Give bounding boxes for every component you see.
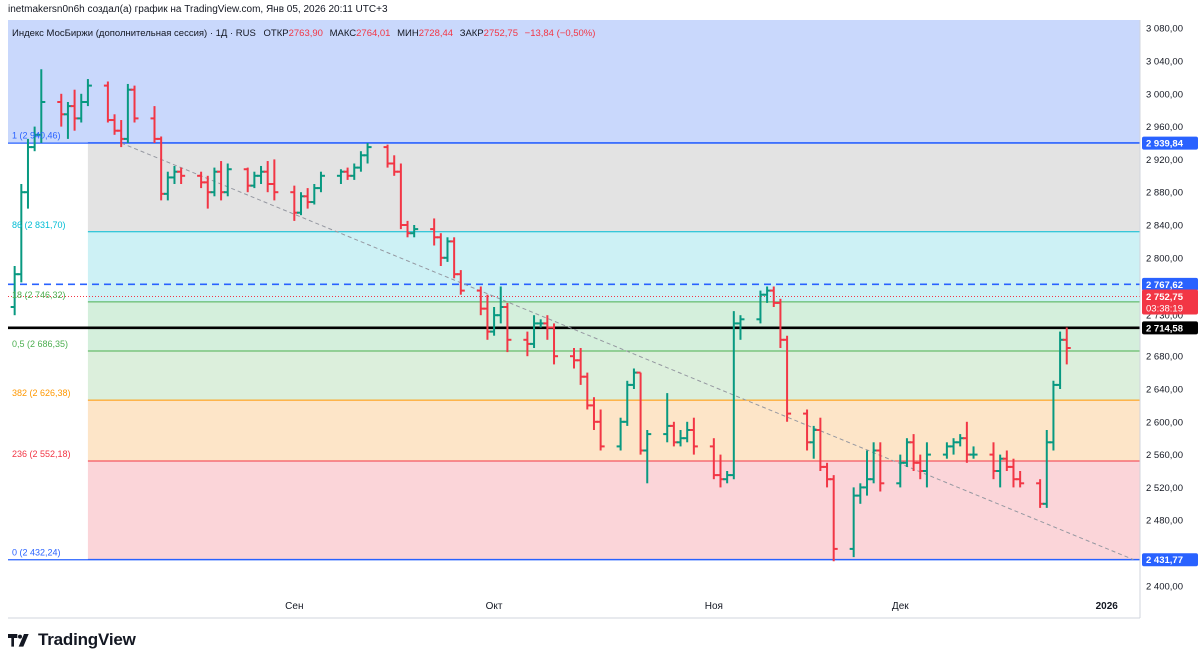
legend-low-label: МИН xyxy=(397,28,419,39)
price-tick-label: 2 600,00 xyxy=(1146,417,1183,428)
price-tick-label: 2 560,00 xyxy=(1146,450,1183,461)
ohlc-bar xyxy=(783,335,792,422)
fib-level-label: 1 (2 940,46) xyxy=(12,131,61,141)
price-tag: 2 714,58 xyxy=(1146,323,1183,334)
last-price-timer: 03:38:19 xyxy=(1146,304,1183,315)
price-tag-bg xyxy=(1142,321,1198,335)
ohlc-bar xyxy=(969,446,978,459)
legend-close-label: ЗАКР xyxy=(460,28,484,39)
price-tick-label: 2 400,00 xyxy=(1146,581,1183,592)
ohlc-bar xyxy=(876,442,885,492)
fib-level-label: 86 (2 831,70) xyxy=(12,220,66,230)
fib-zone xyxy=(87,301,1140,351)
ohlc-legend: Индекс МосБиржи (дополнительная сессия) … xyxy=(12,28,595,39)
legend-symbol: Индекс МосБиржи (дополнительная сессия) … xyxy=(12,28,256,39)
price-tick-label: 3 000,00 xyxy=(1146,89,1183,100)
ohlc-bar xyxy=(922,442,931,488)
time-tick-label: Сен xyxy=(285,601,303,612)
ohlc-bar xyxy=(363,143,372,164)
svg-text:Индекс МосБиржи (дополнительна: Индекс МосБиржи (дополнительная сессия) … xyxy=(12,28,595,39)
price-tag: 2 431,77 xyxy=(1146,555,1183,566)
ohlc-bar xyxy=(270,159,279,201)
fib-level-label: 0,5 (2 686,35) xyxy=(12,339,68,349)
ohlc-bar xyxy=(1016,471,1025,488)
chart-attribution: inetmakersn0n6h создал(а) график на Trad… xyxy=(8,4,388,15)
legend-high: 2764,01 xyxy=(356,28,390,39)
ohlc-bar xyxy=(83,79,92,107)
ohlc-bar xyxy=(829,475,838,562)
legend-close: 2752,75 xyxy=(484,28,518,39)
ohlc-bar xyxy=(643,430,652,484)
price-tick-label: 2 640,00 xyxy=(1146,385,1183,396)
ohlc-bar xyxy=(736,315,745,340)
price-tick-label: 2 730,00 xyxy=(1146,311,1183,322)
fib-level-label: 382 (2 626,38) xyxy=(12,388,71,398)
ohlc-bar xyxy=(410,225,419,238)
price-tag: 2 939,84 xyxy=(1146,139,1184,150)
price-tick-label: 3 040,00 xyxy=(1146,57,1183,68)
fib-zones xyxy=(8,20,1140,594)
legend-high-label: МАКС xyxy=(330,28,357,39)
time-tick-label: 2026 xyxy=(1096,601,1119,612)
ohlc-bar xyxy=(37,69,46,143)
last-price-tag-bg xyxy=(1142,289,1198,315)
price-tick-label: 2 880,00 xyxy=(1146,188,1183,199)
trendline-line xyxy=(121,142,1134,561)
legend-open-label: ОТКР xyxy=(264,28,289,39)
trendline xyxy=(121,142,1134,561)
fib-zone xyxy=(87,461,1140,560)
ohlc-bar xyxy=(130,85,139,123)
fib-level-label: 18 (2 746,32) xyxy=(12,290,66,300)
price-tick-label: 2 680,00 xyxy=(1146,352,1183,363)
price-tag-bg xyxy=(1142,136,1198,150)
ohlc-bar xyxy=(223,163,232,197)
price-tick-label: 2 520,00 xyxy=(1146,483,1183,494)
price-tick-label: 2 800,00 xyxy=(1146,253,1183,264)
price-tick-label: 3 080,00 xyxy=(1146,24,1183,35)
fib-level-label: 236 (2 552,18) xyxy=(12,449,71,459)
fib-level-labels: 1 (2 940,46) 86 (2 831,70) 18 (2 746,32) 0,… xyxy=(12,131,71,558)
price-tags: 2 939,84 2 767,62 2 714,58 2 431,77 2 752,75… xyxy=(1142,136,1198,567)
time-axis[interactable]: Сен Окт Ноя Дек 2026 xyxy=(8,601,1140,619)
footer-brand: TradingView xyxy=(38,630,136,649)
price-tick-label: 2 920,00 xyxy=(1146,155,1183,166)
ohlc-bar xyxy=(316,171,325,193)
legend-open: 2763,90 xyxy=(289,28,323,39)
ohlc-bar xyxy=(550,323,559,365)
price-chart[interactable]: 1 (2 940,46) 86 (2 831,70) 18 (2 746,32) 0,… xyxy=(0,0,1200,625)
price-tick-label: 2 480,00 xyxy=(1146,516,1183,527)
price-tag-bg xyxy=(1142,277,1198,291)
horizontal-lines xyxy=(8,142,1140,561)
fib-zone xyxy=(87,400,1140,462)
ohlc-bar xyxy=(456,270,465,295)
fib-zone xyxy=(87,231,1140,302)
time-tick-label: Ноя xyxy=(705,601,723,612)
ohlc-bar xyxy=(1062,327,1071,365)
legend-change: −13,84 (−0,50%) xyxy=(525,28,596,39)
price-tick-label: 2 960,00 xyxy=(1146,122,1183,133)
tradingview-logo-icon xyxy=(8,634,29,647)
price-tick-label: 2 840,00 xyxy=(1146,221,1183,232)
time-tick-label: Окт xyxy=(486,601,503,612)
price-tag: 2 767,62 xyxy=(1146,280,1183,291)
ohlc-bar xyxy=(503,302,512,353)
time-tick-label: Дек xyxy=(892,601,909,612)
ohlc-bar xyxy=(177,167,186,184)
fib-zone xyxy=(87,142,1140,232)
ohlc-bar xyxy=(596,409,605,451)
fib-level-label: 0 (2 432,24) xyxy=(12,547,61,557)
ohlc-bars[interactable] xyxy=(10,69,1071,562)
last-price-tag: 2 752,75 xyxy=(1146,292,1184,303)
price-tag-bg xyxy=(1142,553,1198,567)
ohlc-bar xyxy=(689,417,698,455)
legend-low: 2728,44 xyxy=(419,28,453,39)
fib-zone xyxy=(8,20,1140,143)
footer: TradingView xyxy=(8,630,136,650)
fib-zone xyxy=(87,350,1140,401)
